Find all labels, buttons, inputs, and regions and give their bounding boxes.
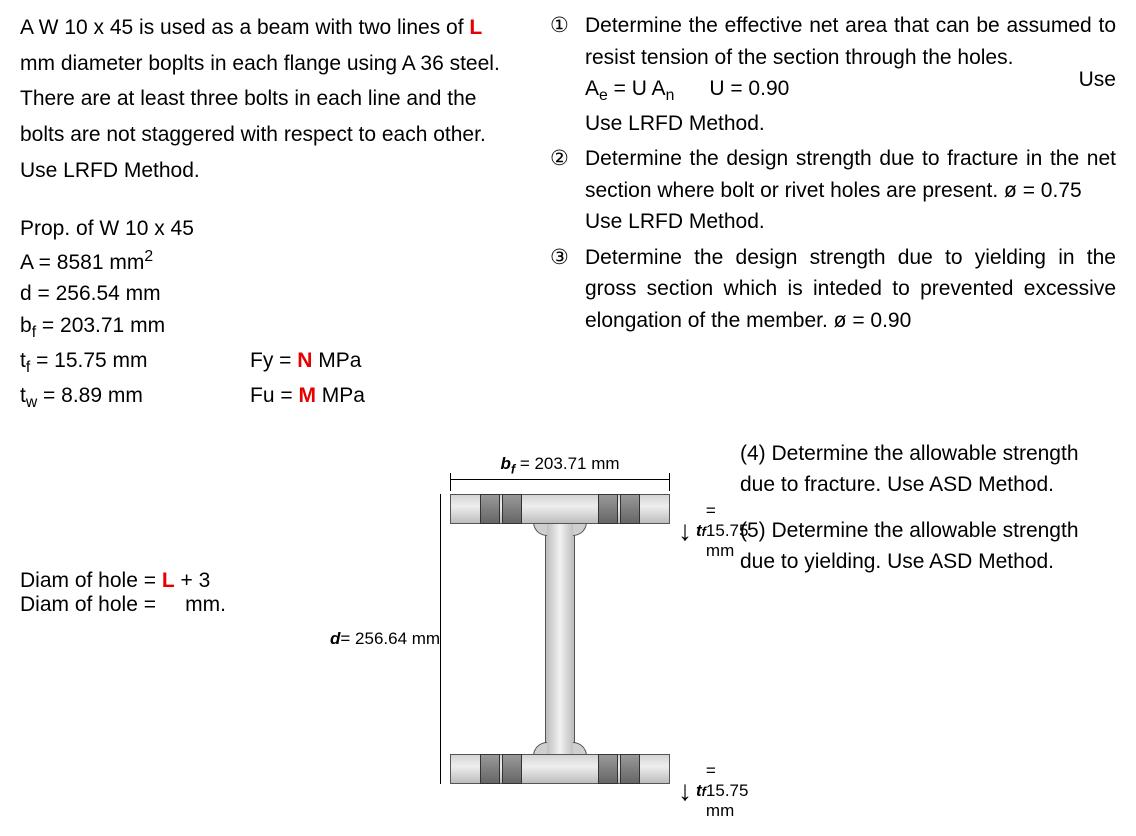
q1-number: ① [550,10,585,139]
fy-var: N [297,349,312,372]
bolt-icon [480,494,500,524]
q2-body: Determine the design strength due to fra… [585,143,1116,238]
ibeam-web [545,524,575,754]
dim-bf-label: bf = 203.71 mm [450,454,670,476]
q3-body: Determine the design strength due to yie… [585,242,1116,337]
q4-body: (4) Determine the allowable strength due… [740,439,1116,500]
fu-var: M [298,384,316,407]
q1-method: Use LRFD Method. [585,112,765,135]
bolt-icon [502,754,522,784]
hole-line2: Diam of hole = mm. [20,593,320,617]
intro-post: mm diameter boplts in each flange using … [20,52,500,182]
questions-block: ① Determine the effective net area that … [550,10,1116,336]
props-tf: tf = 15.75 mm [20,345,250,380]
props-fy: Fy = N MPa [250,345,520,380]
ibeam-shape [450,494,670,784]
props-d: d = 256.54 mm [20,278,520,310]
props-fu: Fu = M MPa [250,380,520,415]
bolt-icon [480,754,500,784]
q1-body: Determine the effective net area that ca… [585,10,1116,139]
dim-tf-bot-label: ↓tf= 15.75 mm [678,761,748,821]
props-tw: tw = 8.89 mm [20,380,250,415]
q2-method: Use LRFD Method. [585,210,765,233]
dim-d-label: d= 256.64 mm [330,629,440,649]
problem-intro: A W 10 x 45 is used as a beam with two l… [20,10,520,188]
bolt-icon [620,754,640,784]
properties-block: Prop. of W 10 x 45 A = 8581 mm2 d = 256.… [20,213,520,414]
props-area: A = 8581 mm2 [20,245,520,279]
dim-d-line [440,494,441,784]
q2-number: ② [550,143,585,238]
bolt-icon [598,494,618,524]
dim-tf-top-label: ↓tf= 15.75 mm [678,501,748,561]
ibeam-diagram: bf = 203.71 mm d= 256.64 mm [320,439,740,809]
hole-line1-pre: Diam of hole = [20,569,162,592]
hole-var: L [162,569,175,592]
bolt-icon [502,494,522,524]
bolt-diameter-var: L [469,16,482,39]
intro-pre: A W 10 x 45 is used as a beam with two l… [20,16,469,39]
q5-body: (5) Determine the allowable strength due… [740,516,1116,577]
q3-number: ③ [550,242,585,337]
bolt-icon [598,754,618,784]
bolt-icon [620,494,640,524]
hole-diameter-block: Diam of hole = L + 3 Diam of hole = mm. [20,439,320,809]
hole-line1-post: + 3 [175,569,211,592]
dim-bf-line [450,479,670,480]
questions-4-5: (4) Determine the allowable strength due… [740,439,1116,809]
props-bf: bf = 203.71 mm [20,310,520,345]
use-label: Use [1079,68,1116,92]
props-title: Prop. of W 10 x 45 [20,213,520,245]
q1-formula: Ae = U An U = 0.90 [585,77,789,100]
